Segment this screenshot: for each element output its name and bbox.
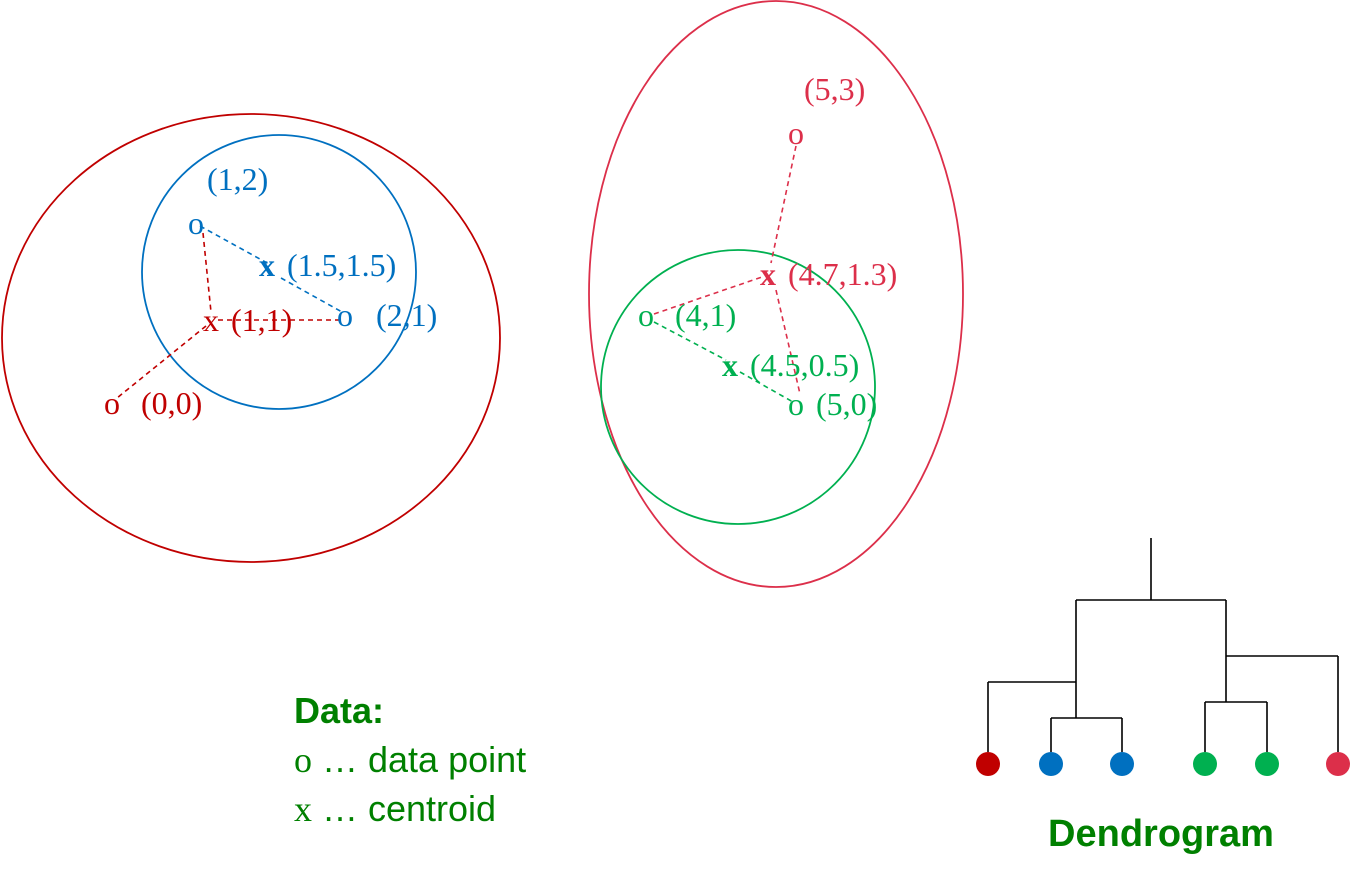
link-4-1-to-centroid-crimson [653, 276, 763, 315]
outer-cluster-ellipse-right [588, 0, 964, 588]
dendrogram-leaf-6 [1326, 752, 1350, 776]
dendrogram-title: Dendrogram [1048, 813, 1274, 855]
point-label: (5,3) [804, 71, 865, 107]
inner-cluster-circle-green [600, 249, 876, 525]
point-label: (1,2) [207, 161, 268, 197]
link-centroid-blue-to-2-1 [280, 277, 343, 313]
point-marker: o [104, 385, 120, 421]
centroid-label: (1,1) [231, 302, 292, 338]
centroid-label: (1.5,1.5) [287, 247, 396, 283]
point-marker: o [788, 386, 804, 422]
point-marker: o [788, 115, 804, 151]
point-label: (0,0) [141, 385, 202, 421]
point-label: (2,1) [376, 297, 437, 333]
link-1-2-to-centroid-red [202, 232, 212, 313]
legend-marker-o: o [294, 740, 312, 780]
legend-line-centroid: x … centroid [294, 788, 496, 829]
dendrogram-leaf-1 [976, 752, 1000, 776]
outer-cluster-ellipse-left [1, 113, 501, 563]
link-5-3-to-centroid-crimson [770, 145, 797, 264]
point-label: (4,1) [675, 297, 736, 333]
inner-cluster-circle-blue [141, 134, 417, 410]
link-4-1-to-centroid-green [653, 321, 727, 361]
point-marker: o [638, 297, 654, 333]
centroid-marker: x [259, 247, 275, 283]
dendrogram-leaf-5 [1255, 752, 1279, 776]
legend-title: Data: [294, 690, 384, 731]
centroid-label: (4.7,1.3) [788, 256, 897, 292]
dendrogram-leaves [976, 752, 1350, 776]
centroid-marker: x [722, 347, 738, 383]
dendrogram-leaf-3 [1110, 752, 1134, 776]
centroid-label: (4.5,0.5) [750, 347, 859, 383]
point-marker: o [337, 297, 353, 333]
legend-line-data-point: o … data point [294, 739, 526, 780]
point-marker: o [188, 205, 204, 241]
dendrogram-leaf-2 [1039, 752, 1063, 776]
centroid-marker: x [760, 256, 776, 292]
link-1-2-to-centroid-blue [199, 225, 270, 265]
legend: Data: o … data point x … centroid [294, 690, 526, 829]
point-label: (5,0) [816, 386, 877, 422]
left-cluster-group: o (1,2) x (1.5,1.5) o (2,1) x (1,1) o (0… [1, 113, 501, 563]
legend-marker-x: x [294, 789, 312, 829]
legend-text-centroid: … centroid [312, 788, 496, 829]
centroid-marker: x [203, 302, 219, 338]
right-cluster-group: (5,3) o x (4.7,1.3) o (4,1) x (4.5,0.5) … [588, 0, 964, 588]
dendrogram [987, 538, 1339, 752]
link-centroid-green-to-5-0 [739, 371, 794, 403]
legend-text-data-point: … data point [312, 739, 526, 780]
dendrogram-leaf-4 [1193, 752, 1217, 776]
link-centroid-red-to-0-0 [116, 325, 207, 399]
